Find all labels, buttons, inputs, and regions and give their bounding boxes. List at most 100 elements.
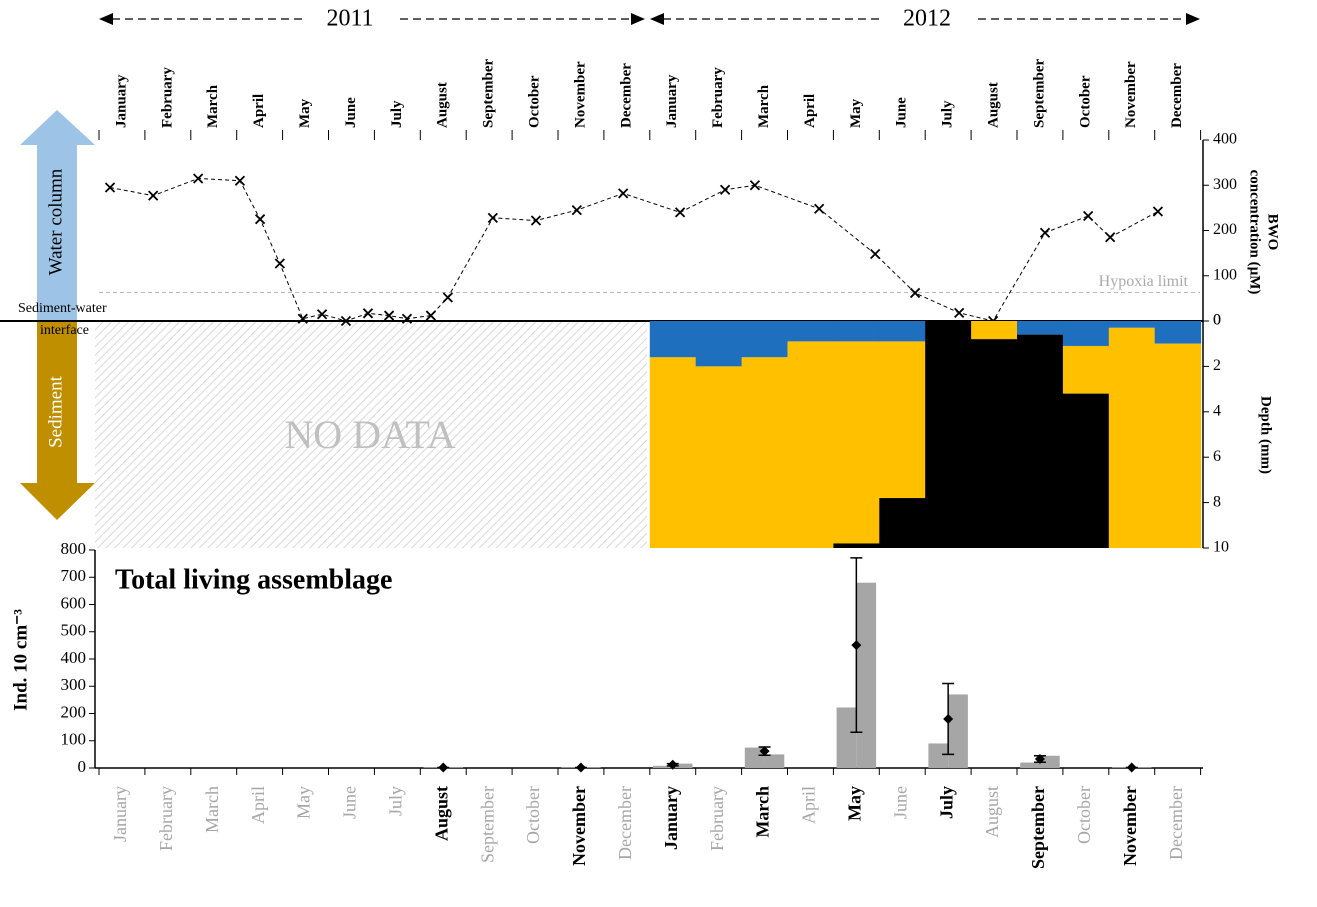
hypoxia-label: Hypoxia limit [1099,273,1189,290]
depth-segment [971,339,1018,548]
replicate-bar [672,763,693,768]
mean-marker [851,640,862,651]
replicate-bar [1020,762,1040,768]
month-label: November [1123,61,1139,128]
month-label: August [431,786,451,841]
month-label: June [340,786,360,819]
replicate-bar [1112,767,1132,768]
depth-segment [925,321,972,548]
depth-segment [741,321,788,358]
y-tick-label: 400 [61,648,87,667]
bwo-marker [1083,210,1094,222]
y-tick-label: 200 [1213,221,1237,238]
replicate-bar [764,754,785,768]
depth-segment [1154,343,1202,548]
bwo-marker [274,258,285,269]
month-label: July [936,786,956,819]
month-label: October [523,786,543,844]
month-label: September [481,59,497,128]
month-label: January [664,74,680,128]
month-label: June [890,786,910,819]
depth-segment [833,321,880,342]
bwo-marker [749,180,761,191]
bwo-marker [954,307,965,318]
month-label: June [894,97,910,128]
depth-segment [1062,345,1110,394]
depth-segment [695,366,743,548]
month-label: November [1120,786,1140,866]
depth-segment [833,341,880,544]
month-label: July [385,786,405,816]
y-tick-label: 400 [1213,131,1237,148]
replicate-bar [928,743,949,768]
month-label: May [294,786,314,819]
month-label: May [848,98,864,128]
bwo-marker [674,207,686,218]
replicate-bar [1039,755,1060,768]
depth-segment [1062,393,1110,548]
bwo-marker [1152,206,1164,217]
year-label: 2011 [326,6,373,32]
sediment-arrow [20,321,95,520]
depth-segment [833,543,880,548]
month-label: December [615,786,635,860]
interface-label: Sediment-water [18,301,107,316]
depth-segment [879,321,926,342]
bwo-marker [442,292,453,303]
mean-marker [759,746,770,757]
month-label: March [202,786,222,833]
month-label: February [707,786,727,851]
month-label: January [110,786,130,842]
y-tick-label: 800 [61,539,87,558]
replicate-bar [744,747,765,768]
y-tick-label: 0 [1213,312,1221,329]
bwo-marker [362,308,374,319]
depth-segment [649,321,697,358]
y-tick-label: 10 [1213,539,1229,556]
month-label: February [159,67,175,128]
month-label: October [1077,75,1093,128]
replicate-bar [836,707,857,768]
month-label: February [710,67,726,128]
bwo-marker [148,190,159,201]
month-label: April [248,786,268,824]
bwo-marker [814,203,825,214]
bwo-line [109,177,1159,322]
depth-segment [1154,321,1202,344]
bwo-marker [297,313,308,324]
bwo-marker [530,215,542,226]
depth-segment [1108,321,1156,328]
y-axis-label: Ind. 10 cm⁻³ [10,609,31,711]
year-label: 2012 [903,6,951,32]
replicate-bar [561,767,581,768]
month-label: April [799,786,819,824]
month-label: November [569,786,589,866]
month-label: March [205,84,221,128]
y-tick-label: 4 [1213,402,1221,419]
bwo-marker [719,184,731,195]
month-label: February [156,786,176,851]
replicate-bar [580,767,601,768]
month-label: December [1169,63,1185,128]
month-label: September [1031,59,1047,128]
water-arrow [20,110,95,321]
depth-segment [1062,321,1110,346]
month-label: March [756,84,772,128]
month-label: October [526,75,542,128]
month-label: April [802,94,818,128]
replicate-bar [653,765,673,768]
y-axis-label: concentration (µM) [1247,170,1263,295]
y-tick-label: 700 [61,566,87,585]
bwo-marker [618,188,629,199]
depth-segment [1017,334,1064,548]
bwo-marker [487,212,498,223]
y-tick-label: 100 [1213,266,1237,283]
depth-segment [1017,321,1064,335]
bwo-marker [571,205,582,216]
sediment-label: Sediment [45,375,66,447]
month-label: July [940,100,956,128]
bwo-marker [870,248,881,260]
depth-segment [879,498,926,548]
depth-segment [971,321,1018,340]
y-tick-label: 0 [78,757,87,776]
